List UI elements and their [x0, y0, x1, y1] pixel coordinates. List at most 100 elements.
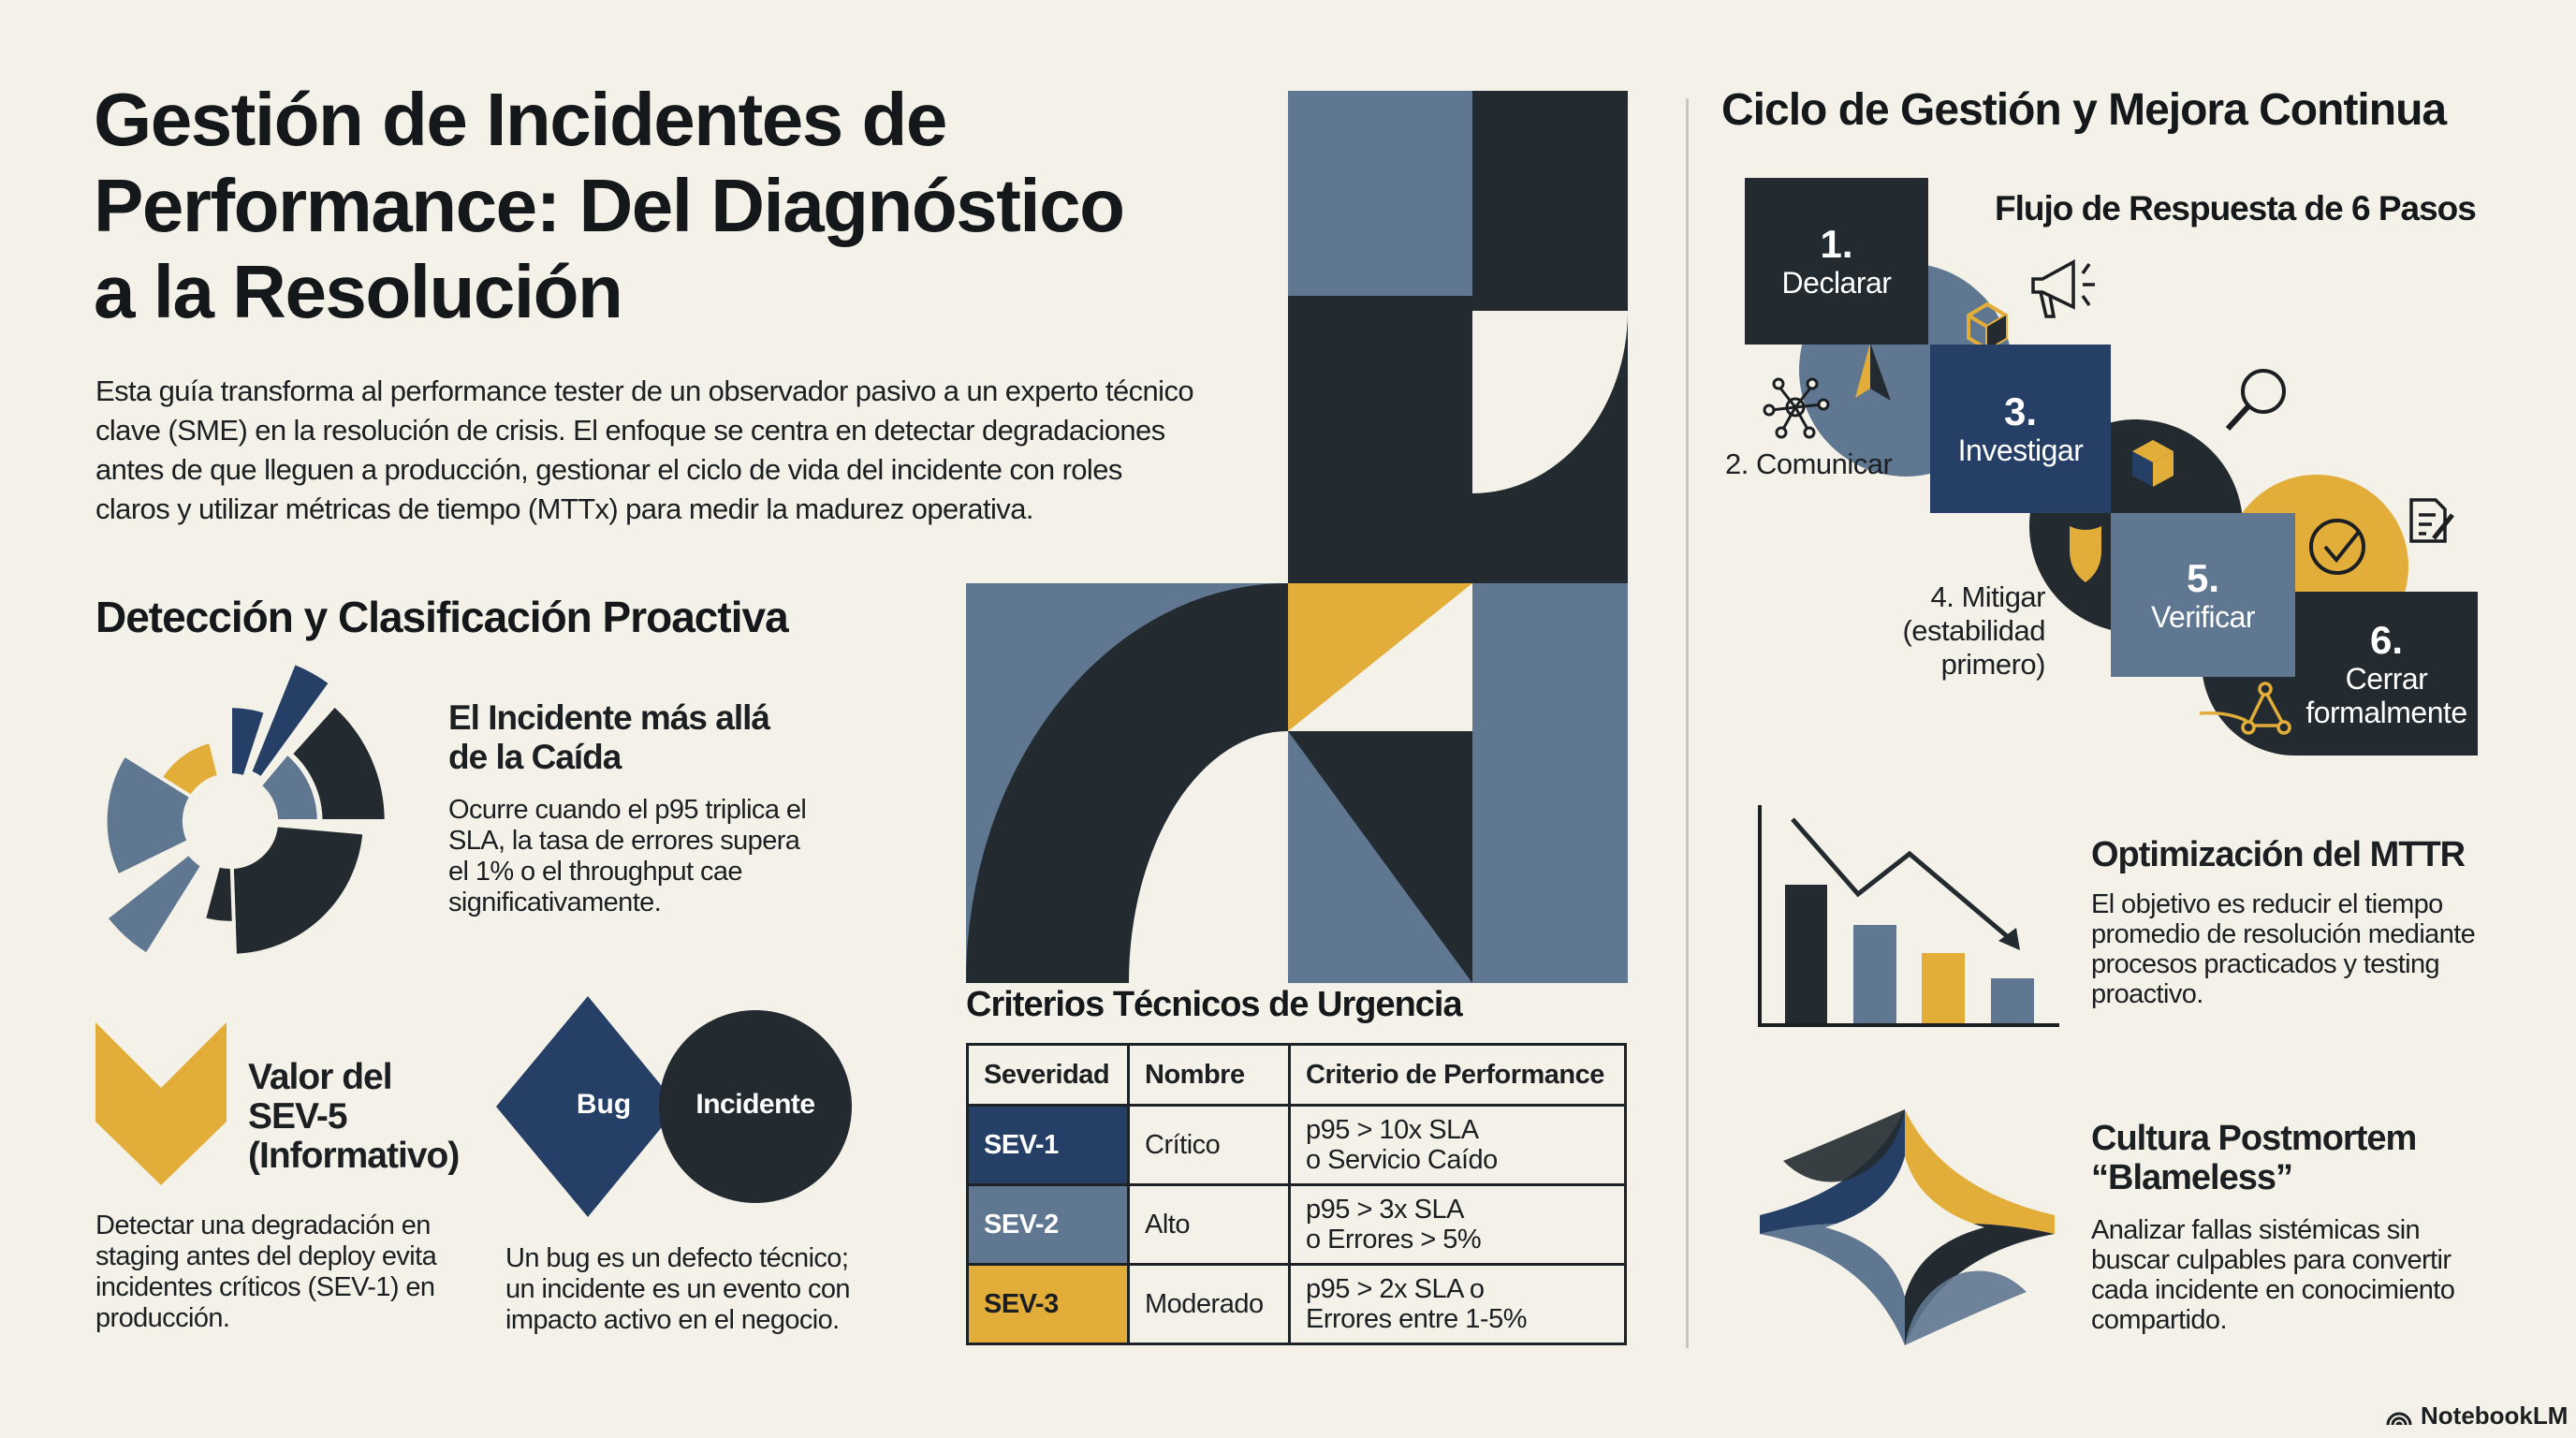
shield-icon [2070, 526, 2101, 582]
intro-paragraph: Esta guía transforma al performance test… [95, 372, 1194, 529]
art-arch-inner [1129, 731, 1288, 983]
sev5-title-line: Valor del [248, 1057, 393, 1097]
title-line: a la Resolución [94, 250, 623, 333]
step-5-verificar: 5. Verificar [2111, 513, 2295, 677]
step-number: 5. [2186, 555, 2220, 600]
step-3-investigar: 3. Investigar [1930, 345, 2111, 513]
navigation-arrow-icon [1855, 343, 1870, 398]
notebooklm-logo: NotebookLM [2385, 1401, 2568, 1431]
criteria-cell: p95 > 10x SLA o Servicio Caído [1288, 1104, 1627, 1186]
incident-body: Ocurre cuando el p95 triplica el SLA, la… [448, 795, 807, 918]
bug-body-line: impacto activo en el negocio. [505, 1305, 840, 1335]
sev5-body-line: staging antes del deploy evita [95, 1241, 437, 1271]
sev5-body-line: incidentes críticos (SEV-1) en [95, 1272, 435, 1302]
mttr-body: El objetivo es reducir el tiempo promedi… [2091, 889, 2476, 1009]
name-cell: Alto [1127, 1183, 1291, 1266]
sunburst-segment [229, 823, 367, 958]
criteria-line: o Errores > 5% [1306, 1225, 1482, 1255]
declining-bar-chart-icon [1758, 805, 2059, 1027]
incident-title: El Incidente más allá de la Caída [448, 698, 770, 777]
art-quarter-circle [1472, 311, 1628, 493]
mttr-body-line: proactivo. [2091, 979, 2203, 1009]
bug-body-line: Un bug es un defecto técnico; [505, 1243, 849, 1273]
name-cell: Moderado [1127, 1263, 1291, 1345]
cube-icon [1967, 301, 2008, 352]
step-label: formalmente [2305, 695, 2467, 729]
art-block [1472, 91, 1628, 296]
sunburst-icon [103, 660, 388, 958]
sev5-body-line: producción. [95, 1303, 230, 1333]
postmortem-title-line: Cultura Postmortem [2091, 1119, 2417, 1158]
incident-body-line: Ocurre cuando el p95 triplica el [448, 795, 807, 825]
step-label: primero) [1940, 648, 2046, 681]
postmortem-title-line: “Blameless” [2091, 1158, 2293, 1197]
title-line: Performance: Del Diagnóstico [94, 164, 1125, 247]
name-cell: Crítico [1127, 1104, 1291, 1186]
incident-label: Incidente [695, 1089, 815, 1120]
step-label: Investigar [1957, 433, 2084, 467]
mttr-title: Optimización del MTTR [2091, 835, 2466, 874]
bug-body-line: un incidente es un evento con [505, 1274, 851, 1304]
step-4-mitigar: 4. Mitigar (estabilidad primero) [1858, 580, 2045, 682]
postmortem-body-line: Analizar fallas sistémicas sin [2091, 1215, 2421, 1245]
step-label: Cerrar [2345, 661, 2428, 696]
column-header: Nombre [1127, 1043, 1291, 1107]
sev5-title: Valor del SEV-5 (Informativo) [248, 1057, 460, 1176]
table-row: SEV-1 Crítico p95 > 10x SLA o Servicio Ca… [966, 1104, 1627, 1186]
postmortem-body-line: buscar culpables para convertir [2091, 1245, 2452, 1275]
column-header: Criterio de Performance [1288, 1043, 1627, 1107]
bug-label: Bug [576, 1089, 632, 1120]
criteria-line: p95 > 3x SLA [1306, 1195, 1464, 1225]
sunburst-segment [201, 863, 236, 925]
sunburst-segment [103, 850, 205, 958]
incident-title-line: de la Caída [448, 738, 622, 776]
search-icon [2225, 369, 2286, 432]
sev5-title-line: (Informativo) [248, 1136, 460, 1176]
detection-heading: Detección y Clasificación Proactiva [95, 593, 789, 641]
art-dark-triangle [1288, 731, 1472, 983]
page-title: Gestión de Incidentes de Performance: De… [94, 77, 1125, 335]
criteria-line: o Servicio Caído [1306, 1145, 1498, 1175]
sunburst-segment [256, 750, 321, 823]
column-header: Severidad [966, 1043, 1130, 1107]
document-edit-icon [2409, 498, 2454, 543]
incident-body-line: el 1% o el throughput cae [448, 857, 743, 887]
postmortem-star-icon [1760, 1109, 2055, 1345]
megaphone-icon [2031, 259, 2095, 318]
mttr-body-line: promedio de resolución mediante [2091, 919, 2476, 949]
table-row: SEV-2 Alto p95 > 3x SLA o Errores > 5% [966, 1183, 1627, 1266]
postmortem-body: Analizar fallas sistémicas sin buscar cu… [2091, 1215, 2455, 1335]
art-yellow-triangle [1288, 583, 1472, 731]
urgency-heading: Criterios Técnicos de Urgencia [966, 985, 1463, 1024]
intro-line: Esta guía transforma al performance test… [95, 374, 1194, 407]
sunburst-segment [247, 660, 334, 782]
art-block [1472, 583, 1628, 983]
triangle-network-icon [2199, 682, 2291, 735]
urgency-table: Severidad Nombre Criterio de Performance… [966, 1043, 1627, 1345]
sunburst-segment [103, 752, 195, 879]
incident-title-line: El Incidente más allá [448, 698, 770, 737]
column-divider [1686, 98, 1689, 1348]
intro-line: clave (SME) en la resolución de crisis. … [95, 414, 1165, 447]
severity-cell: SEV-3 [966, 1263, 1130, 1345]
intro-line: claros y utilizar métricas de tiempo (MT… [95, 492, 1033, 525]
step-1-declarar: 1. Declarar [1745, 178, 1928, 345]
sev5-body: Detectar una degradación en staging ante… [95, 1211, 437, 1334]
step-number: 1. [1820, 222, 1853, 266]
cube-icon [2132, 440, 2174, 487]
criteria-line: Errores entre 1-5% [1306, 1304, 1528, 1334]
criteria-cell: p95 > 2x SLA o Errores entre 1-5% [1288, 1263, 1627, 1345]
network-icon [1763, 377, 1830, 439]
step-label: Declarar [1781, 266, 1892, 300]
flow-title: Flujo de Respuesta de 6 Pasos [1995, 189, 2477, 227]
step-2-comunicar: 2. Comunicar [1725, 448, 1893, 480]
mttr-body-line: El objetivo es reducir el tiempo [2091, 889, 2443, 919]
incident-circle [659, 1010, 852, 1203]
severity-cell: SEV-2 [966, 1183, 1130, 1266]
table-header-row: Severidad Nombre Criterio de Performance [966, 1043, 1627, 1107]
criteria-line: p95 > 2x SLA o [1306, 1274, 1485, 1304]
step-label: Verificar [2150, 599, 2256, 634]
intro-line: antes de que lleguen a producción, gesti… [95, 453, 1122, 486]
step-number: 6. [2369, 617, 2404, 662]
